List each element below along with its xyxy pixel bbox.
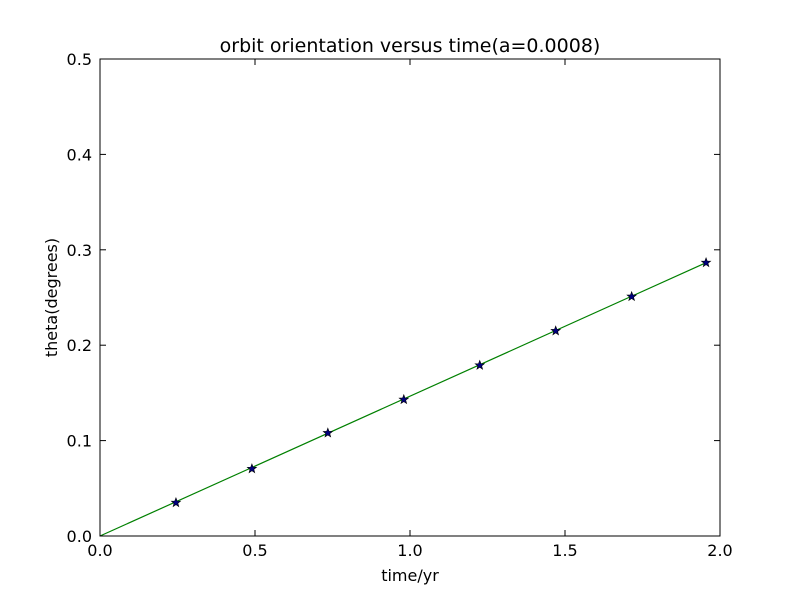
data-point-star <box>550 325 562 336</box>
x-tick-label: 0.5 <box>242 541 267 560</box>
y-tick-label: 0.4 <box>67 145 92 164</box>
x-tick-label: 1.0 <box>397 541 422 560</box>
x-tick-label: 1.5 <box>552 541 577 560</box>
data-point-star <box>170 496 182 508</box>
data-point-star <box>246 463 258 474</box>
chart-title: orbit orientation versus time(a=0.0008) <box>220 35 601 57</box>
data-point-star <box>700 257 712 268</box>
data-point-star <box>474 359 486 370</box>
plot-frame <box>99 58 721 537</box>
x-tick-label: 0.0 <box>87 541 112 560</box>
y-axis-label: theta(degrees) <box>42 238 61 357</box>
y-tick-label: 0.5 <box>67 50 92 69</box>
y-tick-label: 0.3 <box>67 241 92 260</box>
y-tick-label: 0.0 <box>67 527 92 546</box>
x-tick-label: 2.0 <box>707 541 732 560</box>
y-tick-label: 0.2 <box>67 336 92 355</box>
data-point-star <box>398 393 410 405</box>
data-point-star <box>322 427 334 438</box>
data-point-star <box>626 290 638 302</box>
y-tick-label: 0.1 <box>67 432 92 451</box>
plot-area: 0.0 0.5 1.0 1.5 2.0 0.0 0.1 0.2 0.3 0.4 0.5 <box>67 50 733 560</box>
x-axis-label: time/yr <box>381 566 439 585</box>
